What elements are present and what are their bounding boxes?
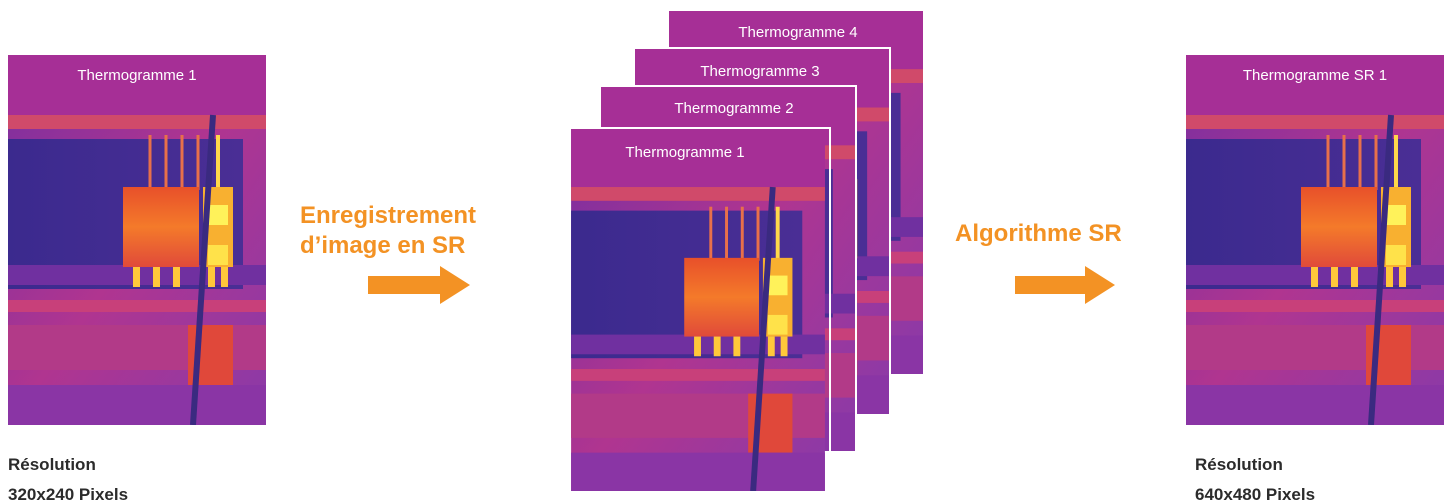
step-label: d’image en SR xyxy=(300,232,465,259)
image-label: Thermogramme SR 1 xyxy=(1243,67,1387,84)
frame-label: Thermogramme 1 xyxy=(625,144,744,161)
frame-label: Thermogramme 2 xyxy=(674,100,793,117)
frame-label: Thermogramme 4 xyxy=(738,24,857,41)
arrow xyxy=(368,266,470,304)
resolution-value: 640x480 Pixels xyxy=(1195,485,1315,504)
resolution-title: Résolution xyxy=(1195,455,1283,474)
arrow xyxy=(1015,266,1115,304)
frame-label: Thermogramme 3 xyxy=(700,63,819,80)
frame: Thermogramme 1 xyxy=(565,127,831,493)
resolution-value: 320x240 Pixels xyxy=(8,485,128,504)
step-label: Enregistrement xyxy=(300,202,476,229)
step-label: Algorithme SR xyxy=(955,220,1122,247)
image-label: Thermogramme 1 xyxy=(77,67,196,84)
resolution-title: Résolution xyxy=(8,455,96,474)
